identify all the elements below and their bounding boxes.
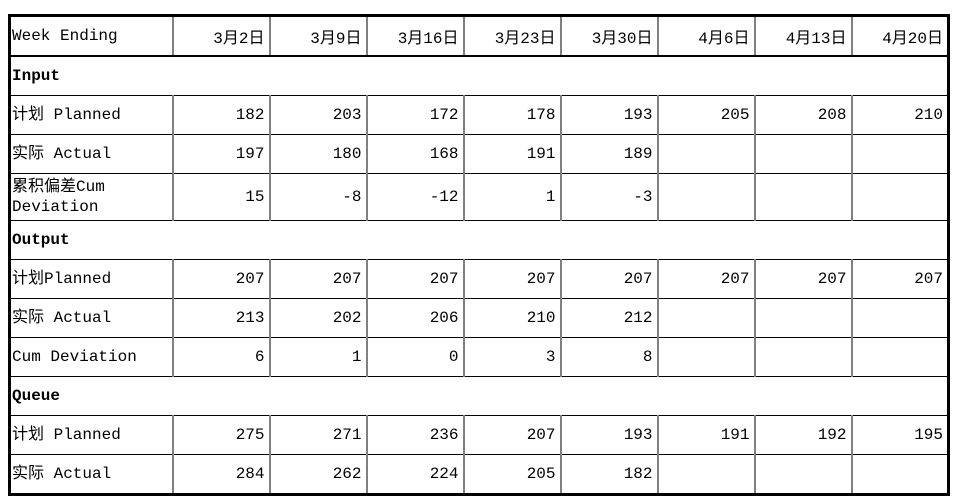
cell	[656, 298, 756, 338]
cell: 207	[462, 415, 562, 455]
cell: 193	[559, 415, 659, 455]
cell	[850, 298, 950, 338]
section-row-output: Output	[8, 220, 950, 260]
header-date: 3月2日	[171, 15, 271, 57]
table-row: 计划 Planned 275 271 236 207 193 191 192 1…	[8, 415, 950, 455]
section-row-input: Input	[8, 55, 950, 96]
cell: 284	[171, 454, 271, 495]
cell	[656, 454, 756, 495]
table-row: 累积偏差Cum Deviation 15 -8 -12 1 -3	[8, 173, 950, 221]
header-date: 3月30日	[559, 15, 659, 57]
cell: 207	[171, 259, 271, 299]
cell: 208	[753, 95, 853, 135]
table-row: 实际 Actual 197 180 168 191 189	[8, 134, 950, 174]
cell: 191	[462, 134, 562, 174]
cell	[753, 337, 853, 377]
row-label: Cum Deviation	[8, 337, 174, 377]
table-row: 实际 Actual 213 202 206 210 212	[8, 298, 950, 338]
cell	[753, 173, 853, 221]
cell: 1	[268, 337, 368, 377]
cell: 191	[656, 415, 756, 455]
cell: 192	[753, 415, 853, 455]
header-date: 3月23日	[462, 15, 562, 57]
cell: 182	[559, 454, 659, 495]
cell: 213	[171, 298, 271, 338]
cell: 189	[559, 134, 659, 174]
cell	[850, 134, 950, 174]
row-label: 实际 Actual	[8, 134, 174, 174]
cell	[753, 454, 853, 495]
cell: -3	[559, 173, 659, 221]
cell	[753, 298, 853, 338]
cell: -8	[268, 173, 368, 221]
header-date: 4月20日	[850, 15, 950, 57]
cell: 205	[656, 95, 756, 135]
table-row: 计划 Planned 182 203 172 178 193 205 208 2…	[8, 95, 950, 135]
row-label: 累积偏差Cum Deviation	[8, 173, 174, 221]
cell: 207	[268, 259, 368, 299]
cell	[850, 337, 950, 377]
cell: 207	[559, 259, 659, 299]
cell: 224	[365, 454, 465, 495]
cell	[656, 134, 756, 174]
cell: 3	[462, 337, 562, 377]
section-title: Output	[8, 220, 950, 260]
cell: 182	[171, 95, 271, 135]
header-week-ending: Week Ending	[8, 15, 174, 57]
cell: 15	[171, 173, 271, 221]
cell: 168	[365, 134, 465, 174]
row-label: 计划Planned	[8, 259, 174, 299]
cell: 206	[365, 298, 465, 338]
cell: 180	[268, 134, 368, 174]
cell: 0	[365, 337, 465, 377]
cell: 275	[171, 415, 271, 455]
table-row: Cum Deviation 6 1 0 3 8	[8, 337, 950, 377]
cell: 8	[559, 337, 659, 377]
cell: 172	[365, 95, 465, 135]
cell	[850, 173, 950, 221]
cell	[656, 337, 756, 377]
header-date: 3月16日	[365, 15, 465, 57]
row-label: 计划 Planned	[8, 415, 174, 455]
cell: 207	[656, 259, 756, 299]
cell: 1	[462, 173, 562, 221]
cell: 178	[462, 95, 562, 135]
table-row: 实际 Actual 284 262 224 205 182	[8, 454, 950, 495]
cell: 207	[850, 259, 950, 299]
cell: -12	[365, 173, 465, 221]
cell: 195	[850, 415, 950, 455]
row-label: 计划 Planned	[8, 95, 174, 135]
cell: 197	[171, 134, 271, 174]
header-date: 4月13日	[753, 15, 853, 57]
cell: 207	[753, 259, 853, 299]
cell: 6	[171, 337, 271, 377]
cell: 236	[365, 415, 465, 455]
weekly-plan-actual-table: Week Ending 3月2日 3月9日 3月16日 3月23日 3月30日 …	[8, 14, 950, 496]
row-label: 实际 Actual	[8, 454, 174, 495]
cell: 207	[462, 259, 562, 299]
cell: 205	[462, 454, 562, 495]
cell: 212	[559, 298, 659, 338]
section-row-queue: Queue	[8, 376, 950, 416]
cell: 207	[365, 259, 465, 299]
row-label: 实际 Actual	[8, 298, 174, 338]
section-title: Input	[8, 55, 950, 96]
cell	[656, 173, 756, 221]
cell: 210	[850, 95, 950, 135]
cell: 262	[268, 454, 368, 495]
header-row: Week Ending 3月2日 3月9日 3月16日 3月23日 3月30日 …	[8, 15, 950, 57]
cell	[753, 134, 853, 174]
cell: 202	[268, 298, 368, 338]
section-title: Queue	[8, 376, 950, 416]
cell: 210	[462, 298, 562, 338]
table-row: 计划Planned 207 207 207 207 207 207 207 20…	[8, 259, 950, 299]
header-date: 4月6日	[656, 15, 756, 57]
cell: 203	[268, 95, 368, 135]
cell: 193	[559, 95, 659, 135]
cell: 271	[268, 415, 368, 455]
cell	[850, 454, 950, 495]
header-date: 3月9日	[268, 15, 368, 57]
